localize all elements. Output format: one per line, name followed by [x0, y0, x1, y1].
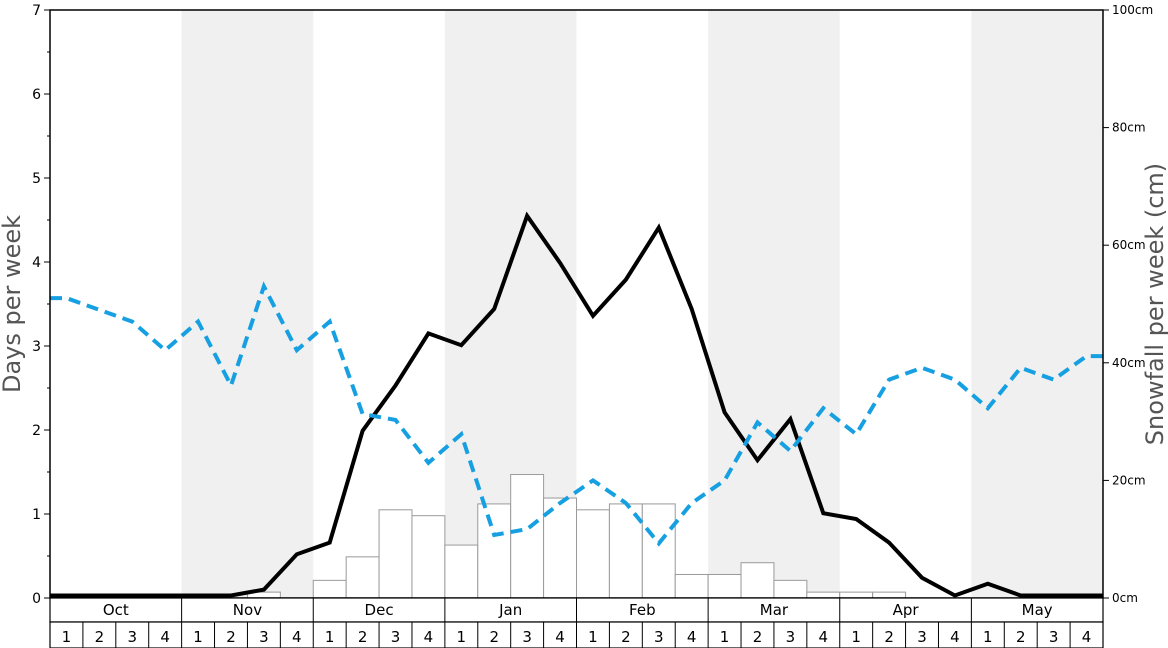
week-label: 3: [391, 628, 401, 646]
week-label: 1: [720, 628, 730, 646]
week-label: 4: [292, 628, 302, 646]
snowfall-bars: [246, 474, 907, 599]
week-label: 4: [1082, 628, 1092, 646]
week-label: 2: [226, 628, 236, 646]
month-label: Feb: [629, 601, 656, 619]
month-band-shaded: [181, 10, 314, 598]
week-label: 3: [917, 628, 927, 646]
left-tick-label: 3: [32, 339, 41, 355]
snowfall-bar: [773, 579, 808, 599]
snowfall-bar: [872, 591, 907, 599]
week-label: 1: [588, 628, 598, 646]
week-label: 2: [95, 628, 105, 646]
week-label: 2: [1016, 628, 1026, 646]
month-row: Oct Nov Dec Jan Feb Mar Apr May: [49, 597, 1104, 623]
snowfall-bar: [477, 503, 512, 599]
snowfall-bar: [510, 474, 545, 599]
week-label: 2: [884, 628, 894, 646]
chart-lines: [50, 211, 1103, 598]
week-label: 1: [983, 628, 993, 646]
week-label: 3: [654, 628, 664, 646]
snowfall-bar: [378, 509, 413, 599]
snowfall-bar: [674, 573, 709, 599]
week-label: 4: [687, 628, 697, 646]
solid-line-series: [50, 211, 1103, 598]
right-tick-label: 80cm: [1112, 121, 1146, 135]
month-label: Nov: [233, 601, 262, 619]
month-label: Oct: [103, 601, 129, 619]
month-label: Apr: [893, 601, 920, 619]
left-axis: 0 1 2 3 4 5 6 7: [32, 3, 50, 607]
month-band-shaded: [971, 10, 1103, 598]
right-tick-label: 40cm: [1112, 356, 1146, 370]
right-axis-title: Snowfall per week (cm): [1141, 163, 1168, 445]
dashed-line-series: [50, 281, 1103, 547]
week-label: 4: [424, 628, 434, 646]
week-label: 3: [259, 628, 269, 646]
left-tick-label: 4: [32, 255, 41, 271]
snowfall-bar: [839, 591, 874, 599]
week-label: 2: [489, 628, 499, 646]
week-label: 2: [621, 628, 631, 646]
snowfall-bar: [312, 579, 347, 599]
month-label: May: [1022, 601, 1053, 619]
week-label: 1: [62, 628, 72, 646]
snowfall-bar: [806, 591, 841, 599]
week-label: 2: [753, 628, 763, 646]
week-label: 1: [457, 628, 467, 646]
week-label: 1: [193, 628, 203, 646]
month-label: Dec: [365, 601, 394, 619]
week-label: 4: [160, 628, 170, 646]
left-tick-label: 2: [32, 423, 41, 439]
left-tick-label: 1: [32, 507, 41, 523]
snowfall-bar: [740, 562, 775, 599]
right-tick-label: 20cm: [1112, 473, 1146, 487]
right-tick-label: 0cm: [1112, 591, 1138, 605]
week-label: 3: [127, 628, 137, 646]
week-label: 3: [1049, 628, 1059, 646]
snowfall-bar: [707, 573, 742, 599]
snowfall-bar: [411, 515, 446, 599]
week-label: 4: [950, 628, 960, 646]
left-tick-label: 0: [32, 591, 41, 607]
week-label: 1: [325, 628, 335, 646]
month-label: Jan: [498, 601, 522, 619]
left-tick-label: 6: [32, 87, 41, 103]
week-label: 3: [522, 628, 532, 646]
week-label: 1: [851, 628, 861, 646]
month-shading: [181, 10, 1103, 598]
month-label: Mar: [760, 601, 789, 619]
week-label: 2: [358, 628, 368, 646]
snowfall-bar: [641, 503, 676, 599]
left-tick-label: 7: [32, 3, 41, 19]
week-row: 1 2 3 4 1 2 3 4 1 2 3 4 1 2 3 4 1 2 3 4 1 2 3 4 1 2 3 4 1 2 3 4: [49, 621, 1104, 648]
right-axis: 0cm 20cm 40cm 60cm 80cm 100cm: [1103, 3, 1153, 605]
snowfall-bar: [345, 556, 380, 599]
snowfall-bar: [576, 509, 610, 599]
left-axis-title: Days per week: [0, 215, 26, 393]
week-label: 4: [819, 628, 829, 646]
left-tick-label: 5: [32, 171, 41, 187]
right-tick-label: 100cm: [1112, 3, 1153, 17]
snowfall-bar: [444, 544, 479, 599]
week-label: 3: [786, 628, 796, 646]
week-label: 4: [555, 628, 565, 646]
right-tick-label: 60cm: [1112, 238, 1146, 252]
